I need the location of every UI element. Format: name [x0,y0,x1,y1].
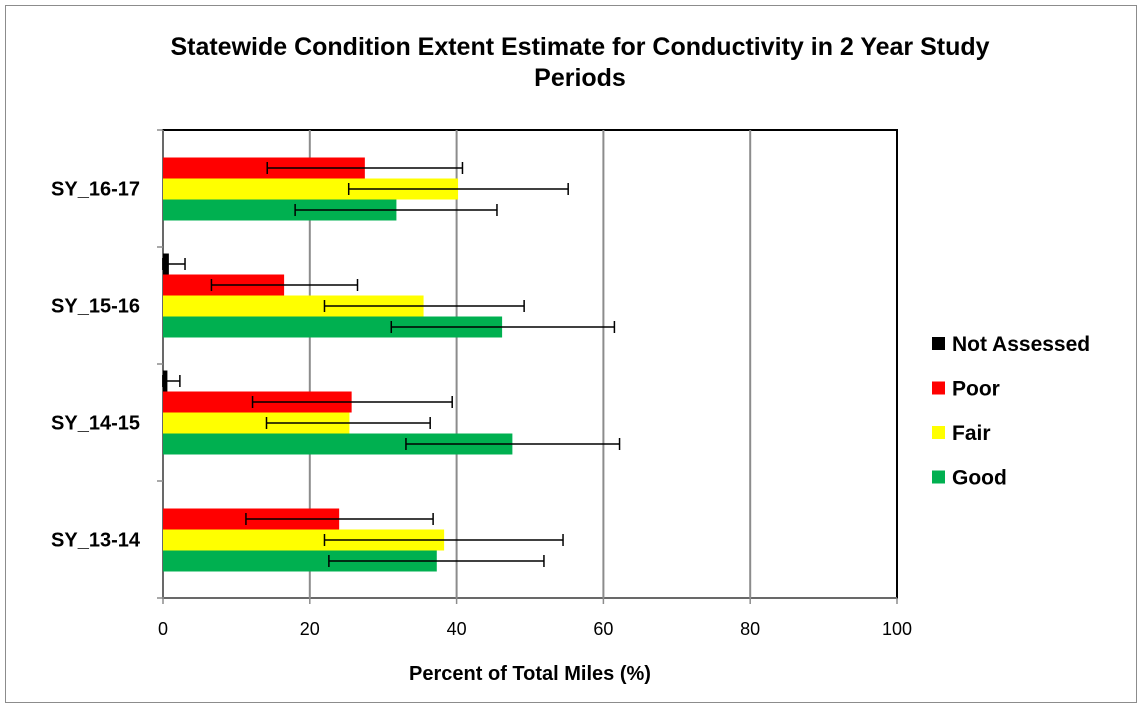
x-tick-label: 80 [740,619,760,639]
bar [163,316,503,338]
legend-swatch [932,381,945,395]
bar [163,295,424,317]
legend-label: Not Assessed [952,333,1090,356]
x-tick-label: 60 [593,619,613,639]
bar [163,157,365,179]
x-tick-label: 100 [882,619,912,639]
legend-swatch [932,426,945,439]
x-tick-label: 0 [158,619,168,639]
x-tick-label: 40 [447,619,467,639]
bar [163,199,397,221]
legend-label: Poor [952,378,1000,401]
legend-swatch [932,337,945,350]
x-tick-label: 20 [300,619,320,639]
x-axis-title: Percent of Total Miles (%) [409,663,651,685]
bar [163,529,445,551]
legend-swatch [932,470,945,484]
legend-label: Fair [952,422,991,445]
category-label: SY_15-16 [51,296,140,318]
bar [163,433,513,455]
category-label: SY_13-14 [51,530,141,552]
chart-title: Statewide Condition Extent Estimate for … [170,33,990,93]
category-label: SY_16-17 [51,179,140,201]
bar [163,412,350,434]
bar [163,550,437,572]
bar [163,178,459,200]
category-label: SY_14-15 [51,413,140,435]
legend-label: Good [952,467,1007,490]
chart-frame [5,5,1137,703]
